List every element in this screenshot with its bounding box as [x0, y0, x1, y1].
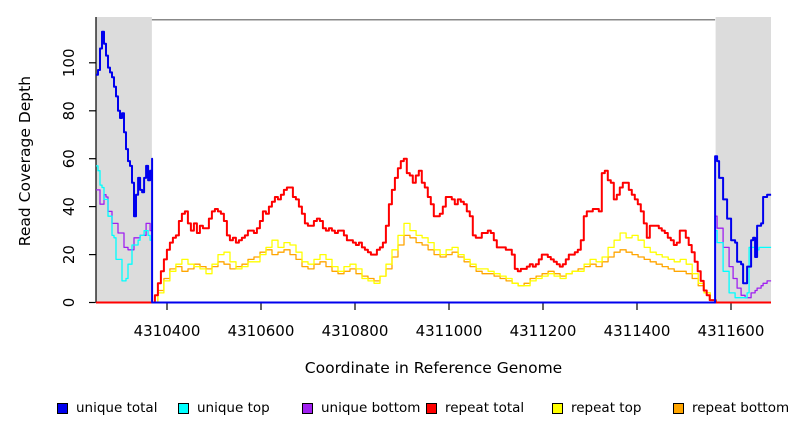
y-tick-label: 80	[60, 101, 78, 120]
legend-label: unique bottom	[321, 400, 421, 416]
x-tick-label: 4310400	[134, 322, 201, 340]
legend-label: repeat total	[445, 400, 525, 416]
x-axis-title: Coordinate in Reference Genome	[305, 359, 562, 377]
legend-swatch-repeat-total	[426, 402, 437, 414]
legend-label: repeat top	[571, 400, 642, 416]
legend-item-repeat-bottom: repeat bottom	[673, 399, 789, 417]
series-line-repeat-top	[96, 222, 771, 304]
legend-item-unique-total: unique total	[57, 399, 157, 417]
coverage-plot-svg: 4310400 4310600 4310800 4311000 4311200 43114…	[16, 17, 772, 377]
legend-item-repeat-total: repeat total	[426, 399, 524, 417]
y-tick-label: 20	[60, 245, 78, 264]
legend-item-unique-bottom: unique bottom	[302, 399, 420, 417]
legend-swatch-repeat-bottom	[673, 402, 684, 414]
legend-item-repeat-top: repeat top	[552, 399, 641, 417]
y-tick-label: 40	[60, 197, 78, 216]
legend: unique total unique top unique bottom repea…	[0, 399, 792, 423]
x-tick-label: 4311400	[604, 322, 671, 340]
x-tick-label: 4310600	[228, 322, 295, 340]
x-tick-label: 4310800	[322, 322, 389, 340]
y-axis-title: Read Coverage Depth	[16, 76, 34, 246]
legend-label: unique top	[197, 400, 270, 416]
legend-label: unique total	[76, 400, 158, 416]
legend-item-unique-top: unique top	[178, 399, 270, 417]
coverage-plot: 4310400 4310600 4310800 4311000 4311200 43114…	[16, 17, 772, 377]
legend-swatch-unique-total	[57, 402, 68, 414]
series-line-unique-total	[96, 30, 772, 304]
legend-swatch-repeat-top	[552, 402, 563, 414]
x-tick-label: 4311200	[510, 322, 577, 340]
y-tick-label: 60	[60, 149, 78, 168]
series-line-repeat-total	[96, 157, 771, 304]
legend-label: repeat bottom	[692, 400, 790, 416]
shaded-region-left	[96, 17, 152, 303]
y-tick-label: 100	[60, 48, 78, 77]
series-line-unique-top	[96, 165, 772, 304]
x-tick-label: 4311600	[698, 322, 765, 340]
legend-swatch-unique-top	[178, 402, 189, 414]
shaded-region-right	[715, 17, 771, 303]
legend-swatch-unique-bottom	[302, 402, 313, 414]
y-tick-label: 0	[60, 298, 78, 308]
x-tick-label: 4311000	[416, 322, 483, 340]
